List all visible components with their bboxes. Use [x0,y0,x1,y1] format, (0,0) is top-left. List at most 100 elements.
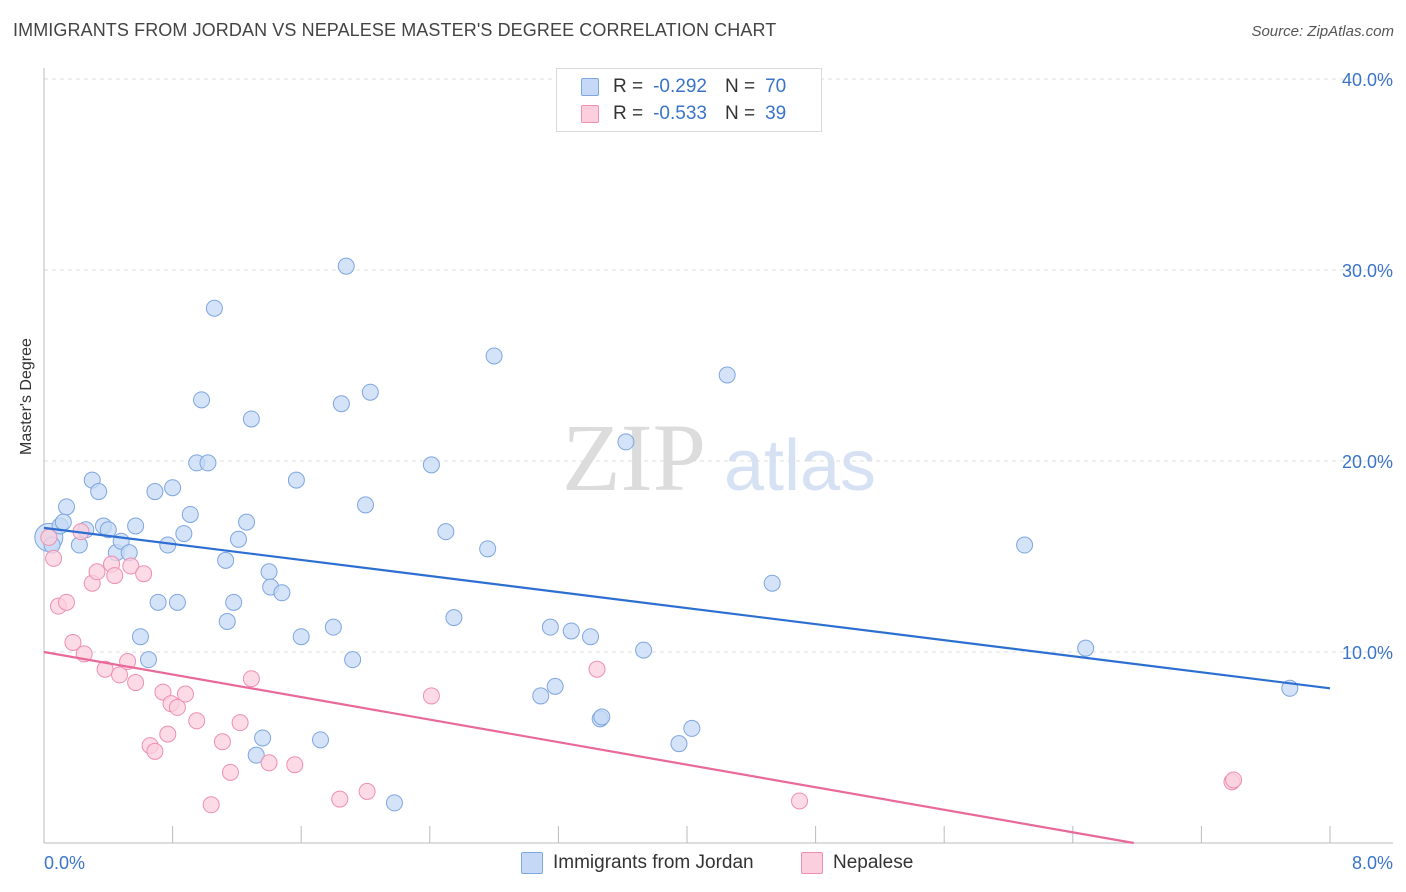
x-tick-label-min: 0.0% [44,853,85,873]
series-nepalese-points [40,523,1243,814]
point-jordan-51 [445,609,463,627]
point-jordan-54 [532,687,550,705]
point-jordan-42 [324,618,342,636]
point-jordan-61 [617,433,635,451]
point-jordan-64 [683,719,701,737]
y-axis-label: Master's Degree [18,338,35,455]
point-nepalese-14 [122,557,140,575]
stats-legend: R = -0.292 N = 70 R = -0.533 N = 39 [556,68,822,132]
legend-item-nepalese[interactable]: Nepalese [801,852,913,874]
y-tick-label-0: 10.0% [1342,643,1393,663]
tick-labels: 10.0% 20.0% 30.0% 40.0% 0.0% 8.0% [44,70,1393,873]
point-jordan-17 [146,483,164,501]
point-jordan-40 [292,628,310,646]
y-tick-label-2: 30.0% [1342,261,1393,281]
point-jordan-23 [181,505,199,523]
point-nepalese-18 [146,742,164,760]
point-jordan-4 [54,513,72,531]
point-jordan-15 [131,628,149,646]
watermark-atlas: atlas [724,426,876,506]
point-jordan-26 [199,454,217,472]
point-jordan-35 [254,729,272,747]
point-nepalese-22 [168,698,186,716]
point-nepalese-9 [96,660,114,678]
point-nepalese-25 [202,796,220,814]
point-nepalese-28 [231,714,249,732]
point-jordan-25 [193,391,211,409]
point-jordan-62 [635,641,653,659]
legend-item-jordan[interactable]: Immigrants from Jordan [521,852,754,874]
point-nepalese-1 [45,549,63,567]
legend-r-label: R = [613,103,644,124]
point-jordan-48 [385,794,403,812]
ticks [172,826,1331,843]
point-nepalese-27 [221,763,239,781]
point-jordan-32 [238,513,256,531]
y-tick-label-1: 20.0% [1342,452,1393,472]
point-jordan-67 [1016,536,1034,554]
point-nepalese-16 [135,565,153,583]
point-nepalese-35 [588,660,606,678]
point-nepalese-33 [358,782,376,800]
point-nepalese-26 [213,733,231,751]
point-jordan-53 [485,347,503,365]
point-nepalese-11 [106,567,124,585]
point-jordan-63 [670,735,688,753]
point-jordan-30 [225,593,243,611]
point-jordan-57 [562,622,580,640]
point-jordan-8 [90,483,108,501]
point-jordan-55 [541,618,559,636]
point-jordan-28 [217,551,235,569]
legend-swatch-jordan [521,852,543,874]
point-jordan-43 [332,395,350,413]
point-jordan-44 [337,257,355,275]
point-jordan-58 [582,628,600,646]
point-jordan-21 [168,593,186,611]
watermark: ZIP atlas [562,404,876,511]
point-jordan-14 [127,517,145,535]
point-jordan-52 [479,540,497,558]
legend-row-nepalese: R = -0.533 N = 39 [581,102,786,126]
point-jordan-16 [139,651,157,669]
point-nepalese-32 [331,790,349,808]
point-nepalese-38 [1225,771,1243,789]
point-jordan-66 [763,574,781,592]
point-jordan-38 [273,584,291,602]
point-nepalese-31 [286,756,304,774]
point-jordan-46 [357,496,374,514]
point-jordan-20 [164,479,182,497]
point-nepalese-8 [88,563,106,581]
trendline-jordan [43,526,1331,690]
point-jordan-27 [205,299,223,317]
point-nepalese-30 [260,754,278,772]
point-nepalese-0 [40,528,58,546]
source-label: Source: ZipAtlas.com [1251,23,1394,40]
grid-lines [44,78,1393,653]
point-nepalese-23 [176,685,194,703]
point-nepalese-29 [242,670,260,688]
legend-r-value-jordan: -0.292 [653,76,707,97]
y-tick-label-3: 40.0% [1342,70,1393,90]
legend-n-label: N = [724,76,756,97]
point-jordan-49 [422,456,440,474]
point-jordan-3 [58,498,76,516]
point-jordan-29 [218,612,236,630]
legend-n-value-jordan: 70 [765,76,787,97]
point-nepalese-4 [64,633,82,651]
legend-swatch-nepalese [801,852,823,874]
legend-n-value-nepalese: 39 [765,103,787,124]
point-jordan-34 [247,746,265,764]
point-jordan-22 [175,525,193,543]
legend-row-jordan: R = -0.292 N = 70 [581,75,786,99]
legend-r-value-nepalese: -0.533 [653,103,707,124]
point-jordan-31 [230,530,248,548]
point-jordan-56 [546,677,564,695]
series-jordan-points [34,257,1299,812]
point-nepalese-24 [188,712,206,730]
point-nepalese-34 [422,687,440,705]
axes [43,68,1393,844]
legend-n-label: N = [724,103,756,124]
point-nepalese-3 [58,593,76,611]
point-jordan-65 [718,366,736,384]
